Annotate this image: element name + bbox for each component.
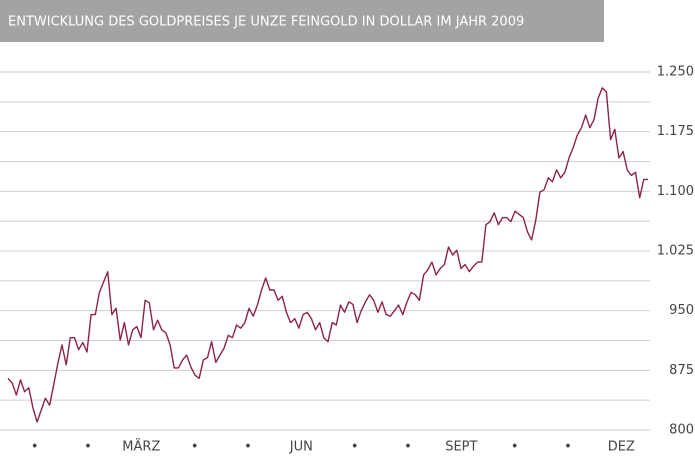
title-banner — [0, 0, 604, 42]
x-tick-label: • — [244, 440, 252, 455]
x-tick-label: JUN — [289, 440, 313, 455]
y-tick-label: 875 — [669, 363, 694, 378]
y-tick-label: 1.250 — [657, 65, 694, 80]
x-tick-label: • — [511, 440, 519, 455]
x-tick-label: • — [31, 440, 39, 455]
price-line — [7, 87, 648, 423]
x-tick-label: • — [564, 440, 572, 455]
y-tick-label: 800 — [669, 423, 694, 438]
y-tick-label: 1.100 — [657, 184, 694, 199]
x-tick-label: SEPT — [445, 440, 477, 455]
x-tick-label: DEZ — [608, 440, 635, 455]
y-tick-label: 1.175 — [657, 124, 694, 139]
chart-title: ENTWICKLUNG DES GOLDPREISES JE UNZE FEIN… — [8, 15, 524, 30]
y-tick-label: 950 — [669, 303, 694, 318]
x-tick-label: • — [351, 440, 359, 455]
x-tick-label: MÄRZ — [122, 439, 160, 455]
x-tick-label: • — [84, 440, 92, 455]
y-tick-label: 1.025 — [657, 244, 694, 259]
x-tick-label: • — [191, 440, 199, 455]
x-tick-label: • — [404, 440, 412, 455]
